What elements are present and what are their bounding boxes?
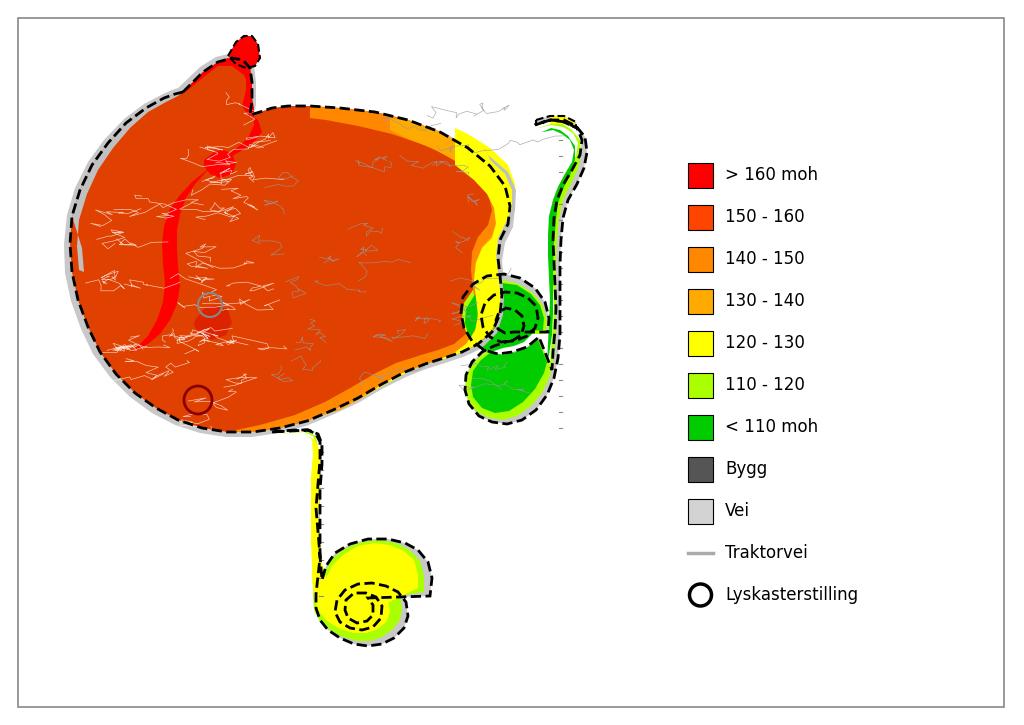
Polygon shape [470, 155, 516, 354]
Polygon shape [63, 53, 515, 437]
Bar [688, 415, 713, 439]
Polygon shape [461, 120, 587, 424]
Bar [688, 204, 713, 230]
Polygon shape [462, 124, 581, 420]
Polygon shape [536, 116, 575, 128]
Text: Vei: Vei [725, 502, 750, 520]
Text: 150 - 160: 150 - 160 [725, 208, 805, 226]
Text: 130 - 140: 130 - 140 [725, 292, 805, 310]
Polygon shape [227, 106, 510, 432]
Polygon shape [130, 58, 262, 353]
Polygon shape [315, 118, 510, 418]
Polygon shape [550, 116, 575, 128]
Polygon shape [365, 128, 515, 396]
Text: 120 - 130: 120 - 130 [725, 334, 805, 352]
Bar [688, 247, 713, 271]
Polygon shape [272, 430, 432, 646]
Polygon shape [215, 58, 252, 118]
Text: 140 - 150: 140 - 150 [725, 250, 805, 268]
Bar [688, 331, 713, 355]
Bar [688, 373, 713, 397]
Text: Bygg: Bygg [725, 460, 767, 478]
Bar [688, 289, 713, 313]
Polygon shape [465, 128, 575, 413]
Polygon shape [204, 150, 236, 178]
Bar [688, 499, 713, 523]
Bar [688, 457, 713, 481]
Text: > 160 moh: > 160 moh [725, 166, 818, 184]
Polygon shape [70, 58, 510, 432]
Text: Traktorvei: Traktorvei [725, 544, 808, 562]
Polygon shape [72, 92, 183, 272]
Bar [688, 162, 713, 188]
Polygon shape [194, 305, 232, 340]
Polygon shape [278, 432, 424, 641]
Text: 110 - 120: 110 - 120 [725, 376, 805, 394]
Text: Lyskasterstilling: Lyskasterstilling [725, 586, 858, 604]
Polygon shape [298, 436, 418, 633]
Polygon shape [228, 36, 260, 68]
Text: < 110 moh: < 110 moh [725, 418, 818, 436]
